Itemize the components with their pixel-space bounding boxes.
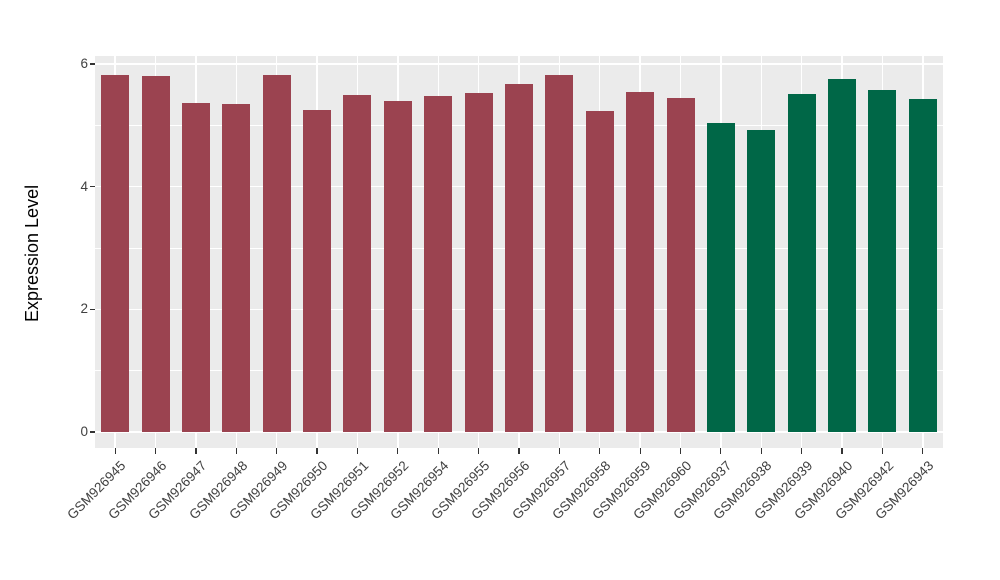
expression-bar (868, 89, 897, 432)
expression-bar (262, 75, 291, 432)
expression-bar (141, 75, 170, 432)
expression-bar (908, 98, 937, 432)
expression-bar (464, 92, 493, 432)
expression-bar (747, 129, 776, 432)
x-tick-mark (518, 448, 520, 454)
expression-bar (101, 75, 130, 432)
x-tick-mark (679, 448, 682, 454)
expression-bar (505, 83, 533, 432)
expression-bar (222, 103, 251, 432)
x-tick-mark (235, 448, 237, 454)
y-axis-title: Expression Level (22, 184, 42, 322)
y-tick-mark (90, 186, 95, 188)
x-tick-mark (801, 448, 803, 454)
x-tick-mark (558, 448, 560, 454)
x-tick-mark (720, 448, 722, 454)
expression-bar (706, 122, 735, 432)
x-tick-mark (154, 448, 157, 454)
expression-bar (383, 100, 412, 432)
x-tick-mark (276, 448, 278, 454)
x-tick-mark (195, 448, 197, 454)
y-tick-mark (90, 308, 95, 310)
x-tick-mark (114, 448, 116, 454)
x-tick-mark (599, 448, 601, 454)
expression-bar (545, 75, 574, 432)
x-tick-mark (760, 448, 762, 454)
y-tick-mark (90, 63, 95, 65)
y-tick-label: 4 (80, 178, 88, 194)
x-tick-mark (478, 448, 480, 454)
x-tick-mark (922, 448, 924, 454)
expression-bar (181, 102, 210, 432)
y-tick-label: 0 (80, 424, 88, 439)
expression-bar (424, 95, 453, 432)
expression-bar (787, 94, 816, 432)
x-tick-mark (356, 448, 359, 454)
expression-bar (828, 78, 857, 432)
x-tick-mark (841, 448, 843, 454)
expression-bar (585, 110, 614, 432)
plot-panel (95, 56, 943, 448)
expression-bar (343, 94, 372, 432)
x-tick-mark (437, 448, 439, 454)
expression-bar (666, 97, 695, 432)
y-tick-label: 2 (80, 301, 88, 317)
x-tick-mark (397, 448, 399, 454)
expression-bar (303, 110, 332, 432)
x-tick-mark (316, 448, 318, 454)
y-tick-label: 6 (80, 56, 88, 72)
x-tick-mark (639, 448, 641, 454)
x-tick-mark (881, 448, 884, 454)
expression-bar (626, 91, 655, 432)
y-tick-mark (90, 431, 95, 433)
